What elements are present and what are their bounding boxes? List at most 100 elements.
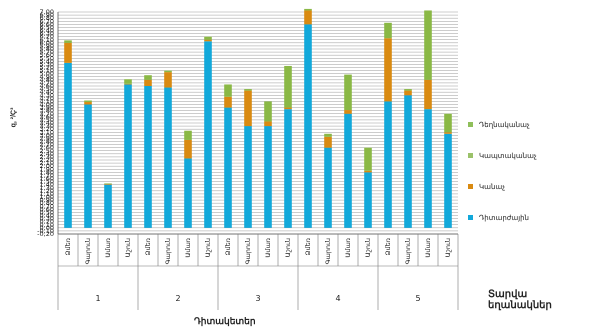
x-category-label: Աշուն <box>124 238 132 257</box>
bar-segment <box>424 109 432 228</box>
x-category-label: Աշուն <box>204 238 212 257</box>
bar-segment <box>304 10 312 25</box>
bar-segment <box>244 126 252 228</box>
legend-item: Դեղնականաչ <box>468 119 537 130</box>
y-tick-label: 2,10 <box>40 159 54 167</box>
y-tick-label: 5,60 <box>40 51 54 59</box>
x-category-label: Աշուն <box>284 238 292 257</box>
y-tick-label: 6,70 <box>40 17 54 25</box>
y-tick-label: 3,90 <box>40 104 54 112</box>
bar-segment <box>344 110 352 114</box>
y-tick-label: 4,80 <box>40 76 54 84</box>
bar-segment <box>64 62 72 228</box>
y-tick-label: 0,20 <box>40 218 54 226</box>
y-axis-title: q, ²/Ç³ <box>10 107 18 128</box>
y-tick-label: 6,50 <box>40 23 54 31</box>
bar-segment <box>384 38 392 102</box>
x-category-label: Գարուն <box>404 238 412 264</box>
bar-segment <box>164 70 172 73</box>
bar-segment <box>84 102 92 105</box>
bar-segment <box>424 10 432 80</box>
y-tick-label: 5,10 <box>40 67 54 75</box>
bar-segment <box>164 87 172 228</box>
bar-segment <box>404 89 412 91</box>
bar-segment <box>204 41 212 228</box>
x-category-label: Ամառ <box>344 238 352 258</box>
y-tick-label: 6,40 <box>40 27 54 35</box>
bar-segment <box>324 133 332 137</box>
bar-segment <box>204 39 212 42</box>
x-axis-title: Դիտակետեր <box>194 316 256 326</box>
y-tick-label: 2,70 <box>40 141 54 149</box>
y-tick-labels: -0,20-0,100,000,100,200,300,400,500,600,… <box>37 8 54 238</box>
y-tick-label: 1,80 <box>40 168 54 176</box>
grid-lines <box>57 11 458 235</box>
legend-swatch <box>468 184 473 189</box>
y-tick-label: 4,70 <box>40 79 54 87</box>
y-tick-label: -0,10 <box>37 227 54 235</box>
y-tick-label: 3,30 <box>40 122 54 130</box>
y-tick-label: 2,90 <box>40 134 54 142</box>
bar-segment <box>304 24 312 228</box>
x-group-label: 1 <box>95 294 100 303</box>
y-tick-label: 4,20 <box>40 94 54 102</box>
y-tick-label: 4,10 <box>40 97 54 105</box>
bar-segment <box>384 22 392 39</box>
y-tick-label: 0,30 <box>40 215 54 223</box>
bars-layer <box>64 8 452 228</box>
y-tick-label: 5,00 <box>40 70 54 78</box>
y-tick-label: 5,50 <box>40 54 54 62</box>
bar-segment <box>444 113 452 133</box>
y-tick-label: 6,60 <box>40 20 54 28</box>
y-tick-label: 0,50 <box>40 208 54 216</box>
bar-segment <box>124 83 132 85</box>
legend-swatch <box>468 153 473 158</box>
x-category-label: Ձմեռ <box>304 238 312 255</box>
y-tick-label: 2,60 <box>40 144 54 152</box>
legend: Դեղնականաչ Կապտականաչ Կանաչ Դիտարժային <box>468 119 537 243</box>
bar-segment <box>164 72 172 88</box>
legend-item: Կապտականաչ <box>468 150 537 161</box>
y-tick-label: 2,80 <box>40 138 54 146</box>
bar-segment <box>444 132 452 134</box>
y-tick-label: 0,10 <box>40 221 54 229</box>
bar-segment <box>64 40 72 43</box>
y-tick-label: 1,10 <box>40 190 54 198</box>
bar-segment <box>144 75 152 80</box>
x-category-label: Ձմեռ <box>144 238 152 255</box>
bar-segment <box>104 183 112 185</box>
y-tick-label: 5,90 <box>40 42 54 50</box>
x-category-label: Ձմեռ <box>384 238 392 255</box>
bar-segment <box>84 104 92 228</box>
y-tick-label: 5,40 <box>40 57 54 65</box>
x-group-label: 4 <box>335 294 340 303</box>
y-tick-label: 1,40 <box>40 181 54 189</box>
bar-segment <box>364 172 372 228</box>
x-category-label: Ձմեռ <box>64 238 72 255</box>
bar-segment <box>124 84 132 228</box>
bar-segment <box>224 107 232 228</box>
bar-segment <box>144 86 152 228</box>
x-category-label: Ամառ <box>424 238 432 258</box>
bar-segment <box>324 136 332 148</box>
y-tick-label: 1,30 <box>40 184 54 192</box>
bar-segment <box>184 158 192 228</box>
x-category-label: Գարուն <box>324 238 332 264</box>
bar-segment <box>284 107 292 110</box>
bar-segment <box>64 42 72 63</box>
legend-label: Դեղնականաչ <box>479 121 530 129</box>
y-tick-label: 0,60 <box>40 205 54 213</box>
bar-segment <box>284 65 292 108</box>
legend-swatch <box>468 122 473 127</box>
y-tick-label: 3,60 <box>40 113 54 121</box>
y-tick-label: 1,20 <box>40 187 54 195</box>
y-tick-label: 1,50 <box>40 178 54 186</box>
y-tick-label: 6,10 <box>40 36 54 44</box>
y-tick-label: 5,70 <box>40 48 54 56</box>
y-tick-label: 2,20 <box>40 156 54 164</box>
x-group-labels: 1 2 3 4 5 <box>57 265 459 310</box>
x-category-label: Գարուն <box>84 238 92 264</box>
y-tick-label: 5,80 <box>40 45 54 53</box>
x-category-label: Ձմեռ <box>224 238 232 255</box>
